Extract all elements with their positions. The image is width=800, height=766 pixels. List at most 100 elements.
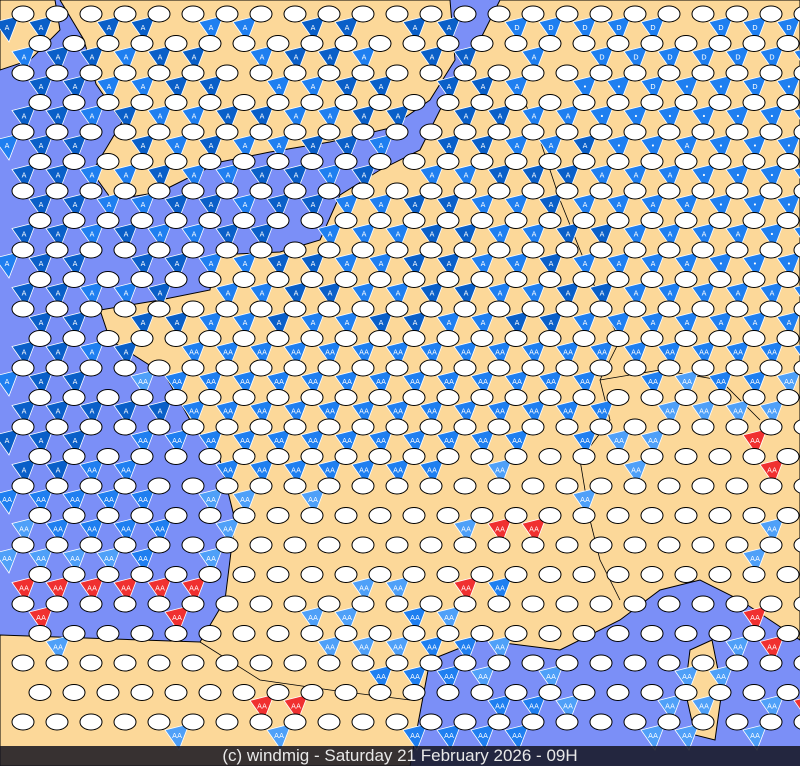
wind-marker: A bbox=[674, 182, 715, 220]
wind-flag-label: A bbox=[192, 54, 197, 62]
wind-flag-label: A bbox=[209, 24, 214, 32]
cloud-marker bbox=[334, 35, 358, 52]
wind-flag-label: A bbox=[22, 231, 27, 239]
wind-flag bbox=[79, 457, 105, 486]
cloud-marker bbox=[164, 212, 188, 229]
wind-flag-label: A bbox=[634, 290, 639, 298]
wind-flag bbox=[793, 167, 800, 179]
wind-marker: A bbox=[436, 182, 477, 220]
wind-flag bbox=[674, 74, 700, 102]
wind-flag bbox=[521, 398, 547, 427]
cloud-marker bbox=[725, 359, 749, 377]
wind-flag bbox=[504, 192, 530, 220]
wind-flag-label: A bbox=[430, 172, 435, 180]
cloud-marker bbox=[130, 507, 154, 524]
wind-flag-label: A bbox=[39, 260, 44, 268]
wind-flag bbox=[589, 221, 615, 250]
cloud-marker bbox=[470, 153, 494, 170]
wind-flag-label: AA bbox=[359, 349, 369, 357]
cloud-marker bbox=[249, 182, 273, 200]
wind-marker bbox=[555, 418, 579, 436]
wind-flag bbox=[776, 133, 800, 161]
cloud-marker bbox=[504, 507, 528, 524]
wind-marker: AA bbox=[453, 625, 494, 663]
wind-marker bbox=[657, 477, 681, 495]
cloud-marker bbox=[742, 212, 766, 229]
wind-flag bbox=[232, 15, 258, 43]
cloud-marker bbox=[96, 94, 120, 111]
cloud-marker bbox=[691, 595, 715, 613]
cloud-marker bbox=[521, 654, 545, 672]
wind-flag-label: AA bbox=[2, 555, 12, 563]
wind-flag-label: A bbox=[311, 24, 316, 32]
wind-flag bbox=[453, 634, 479, 663]
wind-flag bbox=[198, 310, 224, 338]
wind-flag bbox=[351, 103, 377, 132]
wind-marker: D bbox=[759, 35, 800, 73]
cloud-marker bbox=[436, 271, 460, 288]
cloud-marker bbox=[623, 477, 647, 495]
cloud-marker bbox=[402, 507, 426, 524]
wind-flag bbox=[759, 221, 785, 250]
cloud-marker bbox=[232, 507, 256, 524]
wind-flag-label: AA bbox=[529, 349, 539, 357]
wind-flag-label: A bbox=[345, 142, 350, 150]
cloud-marker bbox=[606, 625, 630, 642]
wind-flag-label: A bbox=[787, 319, 792, 327]
wind-marker bbox=[317, 536, 341, 554]
wind-marker bbox=[62, 684, 86, 701]
wind-flag bbox=[623, 103, 649, 132]
wind-flag-label: AA bbox=[665, 349, 675, 357]
cloud-marker bbox=[232, 35, 256, 52]
wind-marker: D bbox=[691, 35, 732, 73]
cloud-marker bbox=[793, 242, 800, 258]
cloud-marker bbox=[419, 713, 443, 731]
wind-flag-label: A bbox=[175, 83, 180, 91]
wind-flag-label: AA bbox=[121, 585, 131, 593]
wind-flag bbox=[436, 664, 462, 692]
wind-marker bbox=[708, 507, 732, 524]
wind-flag-label: A bbox=[447, 142, 452, 150]
cloud-marker bbox=[521, 64, 545, 82]
cloud-marker bbox=[742, 684, 766, 701]
cloud-marker bbox=[215, 241, 239, 259]
wind-flag bbox=[198, 487, 224, 515]
wind-flag bbox=[215, 457, 241, 486]
cloud-marker bbox=[198, 271, 222, 288]
wind-flag-label: A bbox=[226, 172, 231, 180]
wind-flag bbox=[385, 280, 411, 309]
wind-flag-label: A bbox=[22, 172, 27, 180]
wind-marker: AA bbox=[419, 448, 460, 486]
wind-marker: AA bbox=[11, 507, 52, 545]
cloud-marker bbox=[521, 241, 545, 259]
wind-marker: A bbox=[317, 153, 358, 191]
wind-flag bbox=[164, 251, 190, 279]
wind-flag bbox=[521, 516, 547, 545]
cloud-marker bbox=[113, 5, 137, 23]
wind-flag-label: A bbox=[311, 201, 316, 209]
wind-flag bbox=[555, 221, 581, 250]
cloud-marker bbox=[385, 182, 409, 200]
cloud-marker bbox=[572, 389, 596, 406]
wind-marker: D bbox=[742, 64, 783, 102]
wind-flag-label: A bbox=[5, 142, 10, 150]
wind-marker bbox=[487, 5, 511, 23]
wind-marker: AA bbox=[487, 566, 528, 604]
wind-flag bbox=[623, 339, 649, 368]
wind-flag bbox=[487, 575, 513, 604]
wind-flag-label: A bbox=[549, 142, 554, 150]
wind-flag-label: A bbox=[413, 24, 418, 32]
wind-marker: A bbox=[266, 123, 307, 161]
wind-marker: AA bbox=[232, 359, 273, 397]
wind-marker: AA bbox=[113, 566, 154, 604]
wind-flag bbox=[572, 192, 598, 220]
wind-flag bbox=[368, 369, 394, 397]
cloud-marker bbox=[45, 182, 69, 200]
wind-flag-label: A bbox=[209, 319, 214, 327]
wind-flag bbox=[62, 74, 88, 102]
cloud-marker bbox=[385, 477, 409, 495]
wind-flag-label: A bbox=[209, 201, 214, 209]
wind-flag-label: AA bbox=[444, 732, 454, 740]
wind-flag-label: • bbox=[685, 83, 689, 91]
cloud-marker bbox=[45, 64, 69, 82]
